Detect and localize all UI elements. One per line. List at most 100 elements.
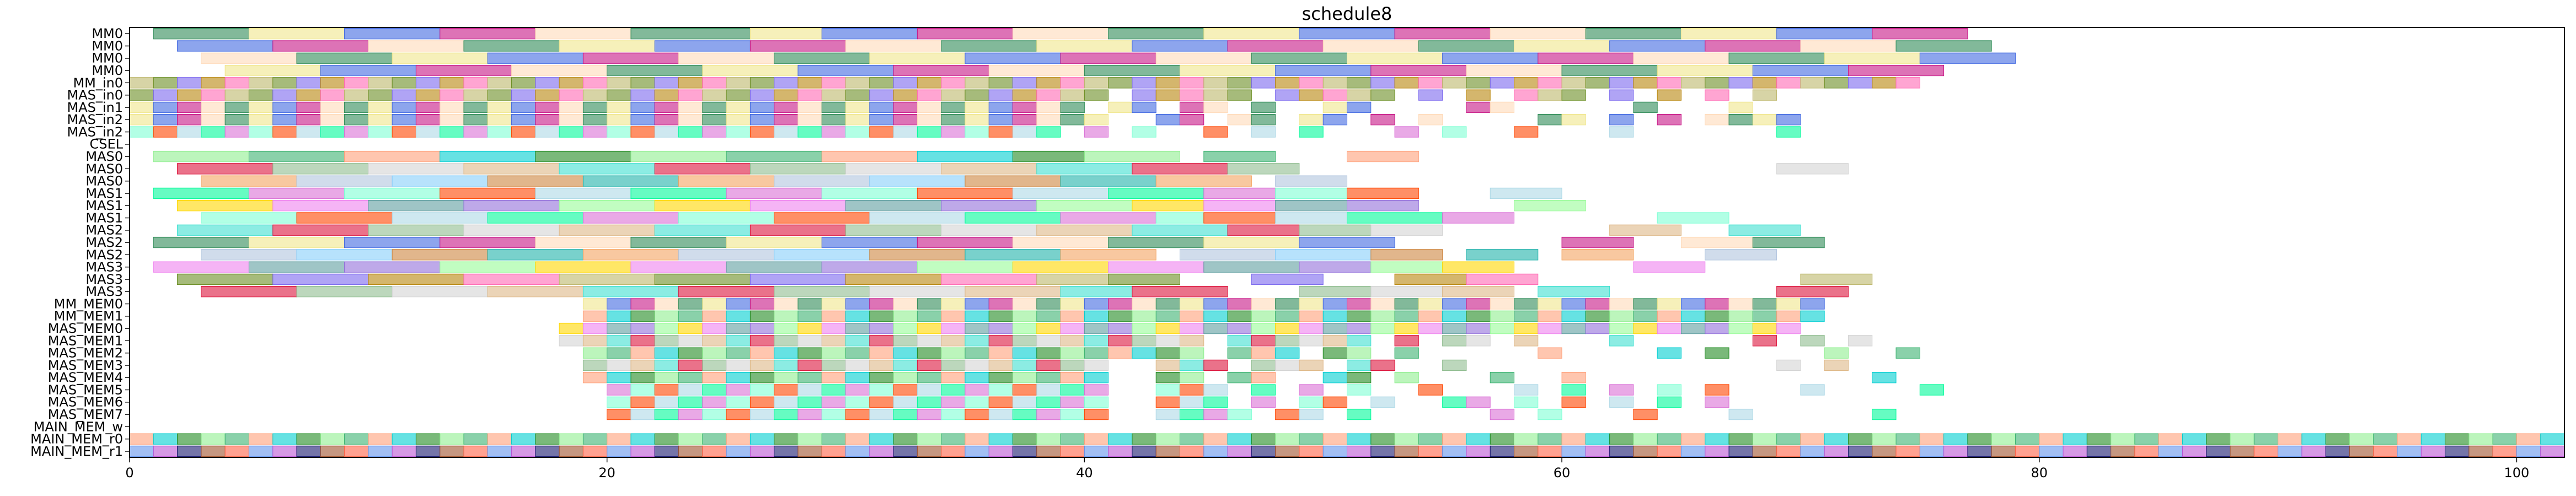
task-bar — [750, 311, 774, 321]
task-bar — [464, 90, 488, 100]
task-bar — [750, 90, 774, 100]
task-bar — [965, 78, 989, 88]
task-bar — [440, 446, 464, 456]
task-bar — [1037, 348, 1061, 358]
task-bar — [1777, 446, 1801, 456]
task-bar — [703, 311, 726, 321]
task-bar — [440, 115, 464, 125]
task-bar — [679, 102, 703, 112]
task-bar — [392, 250, 488, 260]
task-bar — [1299, 446, 1323, 456]
task-bar — [1490, 409, 1514, 419]
task-bar — [1156, 434, 1180, 444]
task-bar — [153, 237, 249, 247]
task-bar — [583, 299, 607, 309]
task-bar — [583, 287, 678, 297]
task-bar — [822, 323, 845, 333]
task-bar — [631, 188, 726, 198]
task-bar — [1777, 78, 1801, 88]
task-bar — [1657, 78, 1681, 88]
task-bar — [1395, 274, 1466, 284]
task-bar — [440, 262, 535, 272]
task-bar — [1180, 311, 1204, 321]
x-tick-label: 40 — [1076, 465, 1093, 481]
task-bar — [1968, 446, 1991, 456]
task-bar — [965, 434, 989, 444]
task-bar — [464, 102, 488, 112]
task-bar — [297, 434, 320, 444]
task-bar — [941, 311, 965, 321]
task-bar — [774, 311, 798, 321]
task-bar — [249, 29, 344, 39]
task-bar — [750, 115, 774, 125]
task-bar — [440, 237, 535, 247]
task-bar — [1204, 188, 1276, 198]
task-bar — [1490, 299, 1514, 309]
x-tick-label: 80 — [2031, 465, 2048, 481]
task-bar — [1037, 164, 1132, 174]
task-bar — [965, 299, 989, 309]
task-bar — [1180, 446, 1204, 456]
task-bar — [559, 90, 583, 100]
task-bar — [1299, 225, 1371, 235]
task-bar — [1204, 385, 1228, 395]
task-bar — [655, 409, 678, 419]
task-bar — [1228, 311, 1251, 321]
task-bar — [607, 385, 631, 395]
task-bar — [1299, 434, 1323, 444]
task-bar — [178, 127, 201, 137]
task-bar — [607, 78, 631, 88]
task-bar — [201, 102, 225, 112]
task-bar — [1323, 311, 1347, 321]
task-bar — [726, 299, 750, 309]
task-bar — [1920, 53, 2015, 63]
task-bar — [1371, 446, 1395, 456]
task-bar — [631, 409, 655, 419]
task-bar — [1490, 446, 1514, 456]
task-bar — [1466, 336, 1490, 346]
task-bar — [726, 311, 750, 321]
task-bar — [249, 102, 272, 112]
task-bar — [1204, 311, 1228, 321]
task-bar — [1251, 348, 1275, 358]
task-bar — [1013, 115, 1037, 125]
task-bar — [846, 360, 870, 370]
task-bar — [798, 102, 822, 112]
task-bar — [1371, 299, 1395, 309]
task-bar — [893, 78, 917, 88]
task-bar — [846, 90, 870, 100]
task-bar — [1562, 434, 1586, 444]
task-bar — [941, 115, 965, 125]
task-bar — [1610, 225, 1681, 235]
task-bar — [607, 311, 631, 321]
task-bar — [1228, 348, 1251, 358]
task-bar — [750, 299, 774, 309]
task-bar — [917, 237, 1013, 247]
task-bar — [1586, 78, 1609, 88]
task-bar — [1777, 311, 1801, 321]
task-bar — [1299, 336, 1323, 346]
task-bar — [583, 323, 607, 333]
task-bar — [774, 336, 798, 346]
task-bar — [1562, 115, 1586, 125]
task-bar — [1204, 127, 1228, 137]
task-bar — [679, 78, 703, 88]
task-bar — [1681, 311, 1705, 321]
task-bar — [1443, 287, 1514, 297]
task-bar — [178, 90, 201, 100]
task-bar — [273, 90, 297, 100]
task-bar — [178, 225, 273, 235]
task-bar — [1132, 225, 1228, 235]
task-bar — [1681, 299, 1705, 309]
task-bar — [1228, 446, 1251, 456]
task-bar — [726, 262, 822, 272]
task-bar — [1037, 299, 1061, 309]
task-bar — [583, 336, 607, 346]
task-bar — [1610, 397, 1634, 407]
task-bar — [1681, 446, 1705, 456]
task-bar — [679, 336, 703, 346]
task-bar — [2278, 434, 2302, 444]
task-bar — [822, 102, 845, 112]
task-bar — [1037, 385, 1061, 395]
task-bar — [583, 446, 607, 456]
